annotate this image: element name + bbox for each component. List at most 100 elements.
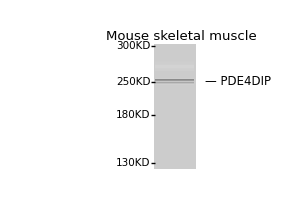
Bar — [154, 111, 196, 112]
Bar — [154, 124, 196, 125]
Bar — [154, 83, 196, 84]
Bar — [154, 62, 196, 63]
Bar — [155, 60, 194, 61]
Bar — [154, 46, 196, 47]
Bar — [154, 165, 196, 166]
Bar — [154, 129, 196, 130]
Bar — [155, 80, 194, 81]
Bar — [154, 115, 196, 116]
Bar — [154, 82, 196, 83]
Bar — [154, 112, 196, 113]
Bar — [154, 56, 196, 57]
Bar — [154, 57, 196, 58]
Bar — [154, 70, 196, 71]
Bar — [154, 116, 196, 117]
Bar — [154, 137, 196, 138]
Bar — [154, 96, 196, 97]
Bar — [154, 66, 196, 67]
Bar — [155, 67, 194, 68]
Bar — [155, 70, 194, 71]
Bar — [154, 63, 196, 64]
Bar — [154, 119, 196, 120]
Bar — [154, 105, 196, 106]
Bar — [154, 95, 196, 96]
Bar — [154, 156, 196, 157]
Bar — [154, 139, 196, 140]
Bar — [154, 77, 196, 78]
Bar — [154, 64, 196, 65]
Bar — [155, 61, 194, 62]
Bar — [155, 84, 194, 85]
Bar — [155, 67, 194, 68]
Bar — [154, 118, 196, 119]
Bar — [154, 78, 196, 79]
Bar — [154, 167, 196, 168]
Bar — [154, 160, 196, 161]
Bar — [154, 166, 196, 167]
Bar — [155, 65, 194, 66]
Bar — [154, 65, 196, 66]
Bar — [154, 53, 196, 54]
Text: 180KD: 180KD — [116, 110, 150, 120]
Bar — [155, 85, 194, 86]
Bar — [154, 92, 196, 93]
Bar — [154, 128, 196, 129]
Bar — [154, 104, 196, 105]
Bar — [154, 72, 196, 73]
Bar — [154, 148, 196, 149]
Bar — [154, 157, 196, 158]
Bar — [154, 50, 196, 51]
Bar — [155, 68, 194, 69]
Bar — [154, 164, 196, 165]
Bar — [154, 113, 196, 114]
Bar — [154, 84, 196, 85]
Text: 300KD: 300KD — [116, 41, 150, 51]
Bar — [154, 45, 196, 46]
Bar — [154, 135, 196, 136]
Bar — [154, 61, 196, 62]
Bar — [154, 141, 196, 142]
Bar — [154, 47, 196, 48]
Bar — [154, 91, 196, 92]
Bar — [155, 65, 194, 66]
Bar — [154, 131, 196, 132]
Bar — [154, 134, 196, 135]
Bar — [154, 132, 196, 133]
Bar — [155, 82, 194, 83]
Bar — [154, 68, 196, 69]
Bar — [154, 73, 196, 74]
Bar — [155, 81, 194, 82]
Bar — [154, 58, 196, 59]
Bar — [154, 48, 196, 49]
Bar — [155, 82, 194, 83]
Bar — [154, 103, 196, 104]
Text: 250KD: 250KD — [116, 77, 150, 87]
Bar — [155, 69, 194, 70]
Bar — [154, 79, 196, 80]
Bar — [154, 152, 196, 153]
Bar — [154, 90, 196, 91]
Bar — [155, 83, 194, 84]
Bar — [154, 130, 196, 131]
Bar — [154, 52, 196, 53]
Bar — [154, 80, 196, 81]
Bar — [155, 66, 194, 67]
Bar — [155, 60, 194, 61]
Bar — [154, 144, 196, 145]
Bar — [154, 100, 196, 101]
Bar — [154, 75, 196, 76]
Bar — [154, 142, 196, 143]
Bar — [154, 88, 196, 89]
Bar — [154, 97, 196, 98]
Bar — [154, 49, 196, 50]
Bar — [154, 159, 196, 160]
Bar — [154, 163, 196, 164]
Bar — [154, 127, 196, 128]
Bar — [154, 168, 196, 169]
Bar — [155, 79, 194, 80]
Bar — [154, 60, 196, 61]
Bar — [155, 79, 194, 80]
Bar — [154, 158, 196, 159]
Bar — [154, 123, 196, 124]
Bar — [154, 109, 196, 110]
